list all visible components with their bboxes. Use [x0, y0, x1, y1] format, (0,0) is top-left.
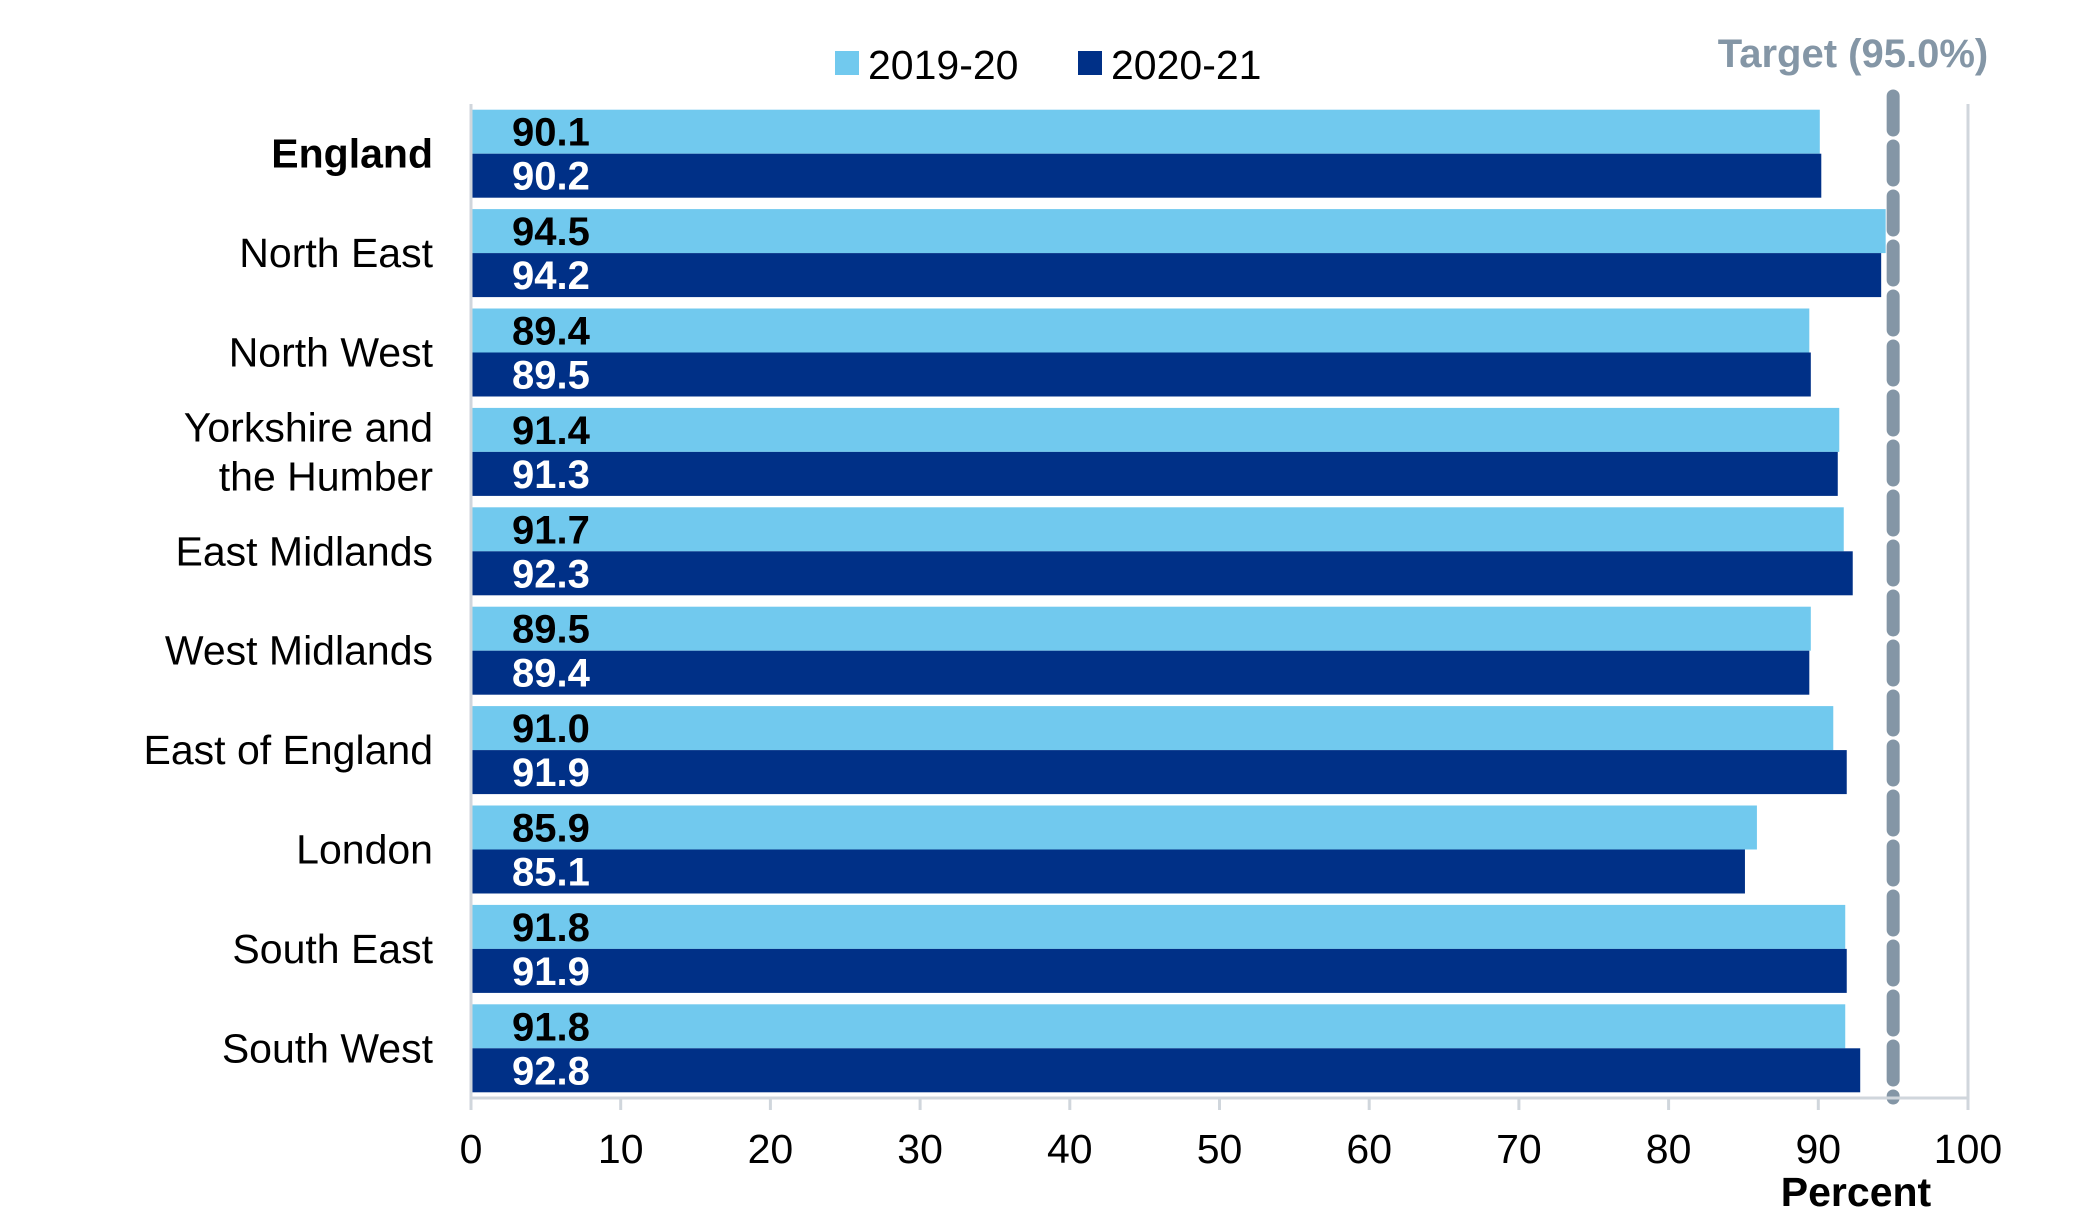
bar-2020-21-north-west [471, 352, 1811, 397]
data-label: 94.5 [512, 210, 590, 254]
data-label: 91.3 [512, 453, 590, 497]
x-tick-label: 0 [460, 1126, 483, 1172]
data-label: 91.9 [512, 950, 590, 994]
data-label: 92.8 [512, 1049, 590, 1093]
data-label: 89.5 [512, 608, 590, 652]
x-tick-label: 40 [1047, 1126, 1093, 1172]
data-label: 85.9 [512, 807, 590, 851]
data-label: 91.9 [512, 751, 590, 795]
bar-2019-20-south-east [471, 904, 1846, 949]
bar-2019-20-england [471, 109, 1820, 154]
data-label: 92.3 [512, 552, 590, 596]
bar-2019-20-london [471, 805, 1757, 850]
data-label: 89.4 [512, 310, 591, 354]
legend-swatch [835, 51, 859, 75]
data-label: 94.2 [512, 254, 590, 298]
bar-2020-21-east-of-england [471, 750, 1847, 795]
data-label: 91.7 [512, 508, 590, 552]
data-label: 90.2 [512, 155, 590, 199]
data-label: 90.1 [512, 111, 590, 155]
bar-2020-21-england [471, 153, 1822, 198]
x-tick-label: 70 [1496, 1126, 1542, 1172]
category-label: England [271, 131, 433, 177]
category-labels: England North East North West Yorkshire and… [144, 131, 434, 1072]
value-labels: 90.190.294.594.289.489.591.491.391.792.3… [512, 111, 591, 1094]
data-label: 91.8 [512, 1005, 590, 1049]
category-label: London [296, 827, 433, 873]
category-label: East of England [144, 727, 433, 773]
target-line-group: Target (95.0%) [1718, 32, 1988, 1105]
bar-2019-20-north-east [471, 209, 1886, 254]
data-label: 85.1 [512, 851, 590, 895]
category-label: South East [232, 926, 433, 972]
bar-2020-21-west-midlands [471, 650, 1810, 695]
x-axis-title: Percent [1781, 1169, 1932, 1215]
category-label: West Midlands [165, 628, 433, 674]
data-label: 91.8 [512, 906, 590, 950]
bar-2020-21-north-east [471, 253, 1882, 298]
category-label: North East [239, 230, 433, 276]
bar-2019-20-east-midlands [471, 507, 1844, 552]
bar-2020-21-east-midlands [471, 551, 1853, 596]
x-tick-label: 60 [1346, 1126, 1392, 1172]
bar-2020-21-london [471, 849, 1745, 894]
target-label: Target (95.0%) [1718, 32, 1988, 76]
x-tick-label: 10 [598, 1126, 644, 1172]
bar-2019-20-south-west [471, 1004, 1846, 1049]
category-label: South West [222, 1025, 434, 1071]
bar-2020-21-south-west [471, 1048, 1861, 1093]
bars [471, 109, 1886, 1093]
legend: 2019-20 2020-21 [835, 42, 1261, 88]
category-label: North West [229, 330, 434, 376]
x-tick-label: 80 [1646, 1126, 1692, 1172]
x-tick-label: 50 [1197, 1126, 1243, 1172]
x-tick-label: 90 [1795, 1126, 1841, 1172]
category-label: East Midlands [175, 528, 433, 574]
data-label: 89.4 [512, 652, 591, 696]
category-label: Yorkshire and [184, 404, 433, 450]
bar-2019-20-yorkshire-and-the-humber [471, 407, 1840, 452]
x-tick-label: 30 [897, 1126, 943, 1172]
legend-swatch [1078, 51, 1102, 75]
bar-2019-20-west-midlands [471, 606, 1811, 651]
x-tick-label: 20 [748, 1126, 794, 1172]
data-label: 91.4 [512, 409, 591, 453]
legend-label: 2019-20 [868, 42, 1018, 88]
data-label: 89.5 [512, 354, 590, 398]
bar-2020-21-yorkshire-and-the-humber [471, 451, 1838, 496]
legend-label: 2020-21 [1111, 42, 1261, 88]
x-tick-label: 100 [1934, 1126, 2002, 1172]
category-label: the Humber [219, 453, 433, 499]
bar-2019-20-east-of-england [471, 706, 1834, 751]
bar-2020-21-south-east [471, 948, 1847, 993]
data-label: 91.0 [512, 707, 590, 751]
bar-2019-20-north-west [471, 308, 1810, 353]
